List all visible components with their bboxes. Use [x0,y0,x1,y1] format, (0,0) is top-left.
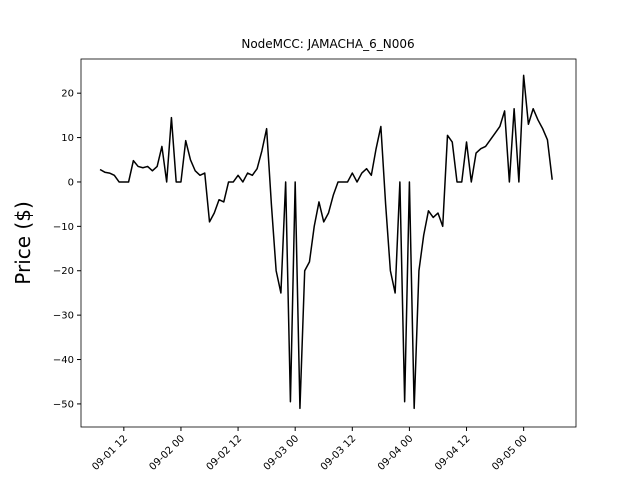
y-tick-label: 20 [61,89,74,100]
y-tick-label: 10 [61,133,74,144]
y-tick-label: −50 [53,399,74,410]
x-tick-label: 09-02 12 [205,433,245,473]
y-axis-label: Price ($) [11,201,35,284]
x-tick-label: 09-02 00 [147,433,187,473]
y-tick-label: 0 [68,177,74,188]
x-tick-label: 09-04 00 [376,433,416,473]
x-tick-label: 09-03 12 [319,433,359,473]
x-tick-label: 09-03 00 [262,433,302,473]
x-tick-label: 09-04 12 [433,433,473,473]
y-tick-label: −10 [53,222,74,233]
x-tick-label: 09-05 00 [490,433,530,473]
y-tick-label: −30 [53,311,74,322]
chart-title: NodeMCC: JAMACHA_6_N006 [241,37,414,51]
x-tick-label: 09-01 12 [90,433,130,473]
y-tick-label: −40 [53,355,74,366]
price-line [99,74,553,410]
y-tick-label: −20 [53,266,74,277]
plot-frame [80,58,577,428]
